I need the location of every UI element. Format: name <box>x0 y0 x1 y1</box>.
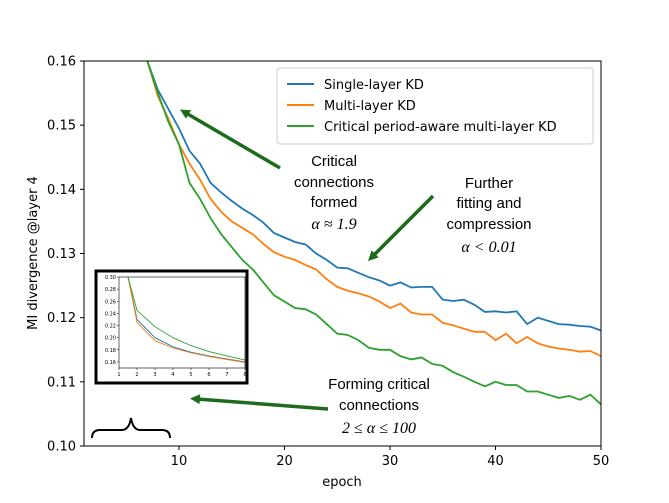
inset-axes: 1 2 3 4 5 6 7 8 0.16 0.18 0.20 0.22 0.24 0.26 0.28 0.30 <box>105 275 247 378</box>
curly-brace <box>91 417 171 439</box>
inset-y-tick-label: 0.24 <box>105 311 116 317</box>
legend-entry: Single-layer KD <box>324 78 424 93</box>
series-layer <box>146 61 601 405</box>
inset-x-tick-label: 1 <box>117 372 120 378</box>
inset-series-layer <box>127 277 245 363</box>
annotation-line: Critical <box>311 153 357 170</box>
inset-x-tick-label: 4 <box>171 372 174 378</box>
inset-y-tick-label: 0.28 <box>105 287 116 293</box>
x-axis: 10 20 30 40 50 <box>171 446 610 469</box>
inset-y-tick-label: 0.26 <box>105 299 116 305</box>
inset-series-line-1 <box>127 277 245 363</box>
x-tick-label: 10 <box>171 454 188 469</box>
inset-y-tick-label: 0.16 <box>105 360 116 366</box>
legend: Single-layer KD Multi-layer KD Critical pe… <box>276 67 594 145</box>
inset-x-tick-label: 2 <box>135 372 138 378</box>
annotation-critical-formed: Critical connections formed α ≈ 1.9 <box>294 153 374 233</box>
legend-entry: Multi-layer KD <box>324 99 416 114</box>
inset-background <box>94 269 249 385</box>
series-line-2 <box>146 61 601 358</box>
y-tick-label: 0.15 <box>47 119 76 134</box>
y-tick-label: 0.16 <box>47 55 76 70</box>
inset-y-tick-label: 0.22 <box>105 324 116 330</box>
inset-x-tick-label: 8 <box>243 372 246 378</box>
inset-series-line-2 <box>127 277 245 363</box>
legend-entry: Critical period-aware multi-layer KD <box>324 120 557 135</box>
inset-y-tick-label: 0.30 <box>105 275 116 281</box>
inset-frame <box>118 276 246 369</box>
annotation-further-fitting: Further fitting and compression α < 0.01 <box>446 175 531 256</box>
annotation-math: 2 ≤ α ≤ 100 <box>342 420 416 437</box>
annotation-math: α ≈ 1.9 <box>311 216 356 233</box>
inset-y-tick-label: 0.18 <box>105 348 116 354</box>
inset-x-tick-label: 5 <box>189 372 192 378</box>
y-axis-label: MI divergence @layer 4 <box>26 176 41 330</box>
x-tick-label: 50 <box>593 454 610 469</box>
arrow-critical-formed <box>179 109 281 170</box>
series-line-1 <box>146 61 601 332</box>
annotation-line: connections <box>339 397 419 414</box>
y-axis: 0.10 0.11 0.12 0.13 0.14 0.15 0.16 <box>47 55 84 455</box>
y-tick-label: 0.11 <box>47 375 76 390</box>
arrow-forming-critical <box>190 394 329 411</box>
inset-x-tick-label: 7 <box>225 372 228 378</box>
arrow-further-fitting <box>368 194 435 261</box>
y-tick-label: 0.10 <box>47 440 76 455</box>
annotation-line: Forming critical <box>328 376 430 393</box>
annotation-forming-critical: Forming critical connections 2 ≤ α ≤ 100 <box>328 376 430 437</box>
y-tick-label: 0.13 <box>47 247 76 262</box>
series-line-3 <box>146 61 601 405</box>
y-tick-label: 0.12 <box>47 311 76 326</box>
y-tick-label: 0.14 <box>47 183 76 198</box>
annotation-line: fitting and <box>456 195 521 212</box>
annotation-line: formed <box>311 194 358 211</box>
inset-plot: 1 2 3 4 5 6 7 8 0.16 0.18 0.20 0.22 0.24 0.26 0.28 0.30 <box>94 269 249 385</box>
inset-series-line-3 <box>127 277 245 361</box>
inset-y-tick-label: 0.20 <box>105 336 116 342</box>
x-tick-label: 40 <box>487 454 504 469</box>
annotation-math: α < 0.01 <box>461 239 516 256</box>
inset-x-tick-label: 3 <box>153 372 156 378</box>
legend-box <box>276 67 594 145</box>
x-tick-label: 30 <box>382 454 399 469</box>
x-axis-label: epoch <box>322 475 362 490</box>
annotation-line: compression <box>446 216 531 233</box>
inset-x-tick-label: 6 <box>207 372 210 378</box>
annotation-line: connections <box>294 174 374 191</box>
annotation-line: Further <box>465 175 513 192</box>
x-tick-label: 20 <box>276 454 293 469</box>
